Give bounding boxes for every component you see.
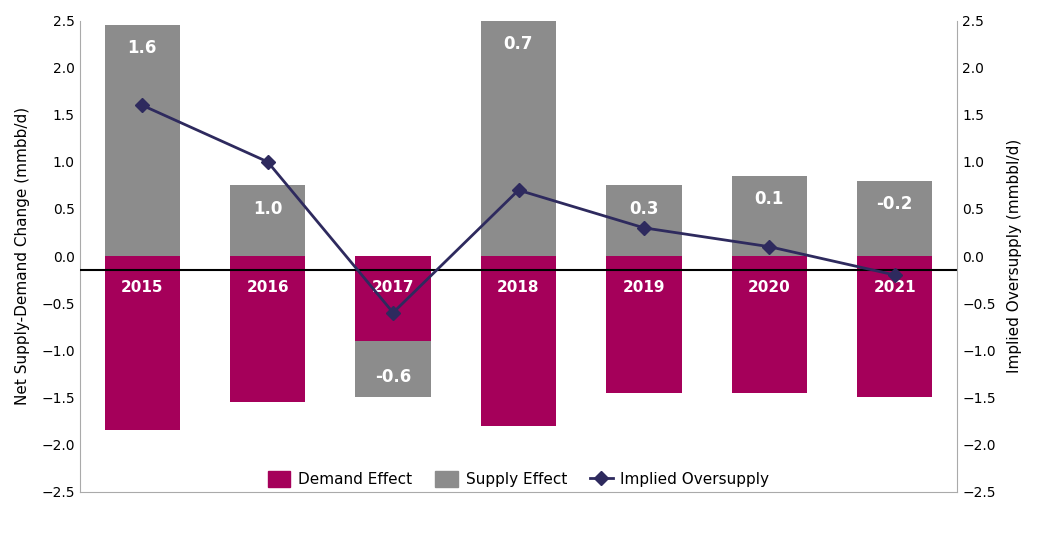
Bar <box>732 256 807 393</box>
Bar <box>481 20 556 256</box>
Text: -0.2: -0.2 <box>876 195 913 213</box>
Text: 1.0: 1.0 <box>253 199 282 218</box>
Bar <box>607 256 681 393</box>
Bar <box>858 256 932 397</box>
Text: 0.3: 0.3 <box>629 199 658 218</box>
Bar <box>356 256 430 341</box>
Text: 0.7: 0.7 <box>504 35 533 53</box>
Implied Oversupply <box>261 158 274 165</box>
Bar <box>607 186 681 256</box>
Implied Oversupply <box>136 102 148 109</box>
Text: 0.1: 0.1 <box>755 190 784 208</box>
Text: 2019: 2019 <box>622 280 665 295</box>
Line: Implied Oversupply: Implied Oversupply <box>138 100 899 317</box>
Bar <box>105 256 179 430</box>
Bar <box>230 256 305 402</box>
Implied Oversupply <box>638 224 650 231</box>
Bar <box>356 256 430 397</box>
Text: 2021: 2021 <box>873 280 916 295</box>
Implied Oversupply <box>763 243 776 250</box>
Bar <box>230 186 305 256</box>
Implied Oversupply <box>512 187 525 193</box>
Bar <box>732 176 807 256</box>
Text: 2017: 2017 <box>372 280 415 295</box>
Text: 2015: 2015 <box>121 280 164 295</box>
Text: 2018: 2018 <box>498 280 539 295</box>
Text: 1.6: 1.6 <box>128 39 157 58</box>
Bar <box>105 25 179 256</box>
Bar <box>858 181 932 256</box>
Y-axis label: Net Supply-Demand Change (mmbb/d): Net Supply-Demand Change (mmbb/d) <box>15 107 30 405</box>
Legend: Demand Effect, Supply Effect, Implied Oversupply: Demand Effect, Supply Effect, Implied Ov… <box>261 465 776 494</box>
Bar <box>481 256 556 426</box>
Text: 2020: 2020 <box>748 280 790 295</box>
Text: 2016: 2016 <box>247 280 289 295</box>
Implied Oversupply <box>889 271 901 278</box>
Text: -0.6: -0.6 <box>375 368 412 386</box>
Y-axis label: Implied Oversupply (mmbbI/d): Implied Oversupply (mmbbI/d) <box>1007 139 1022 373</box>
Implied Oversupply <box>387 309 399 316</box>
